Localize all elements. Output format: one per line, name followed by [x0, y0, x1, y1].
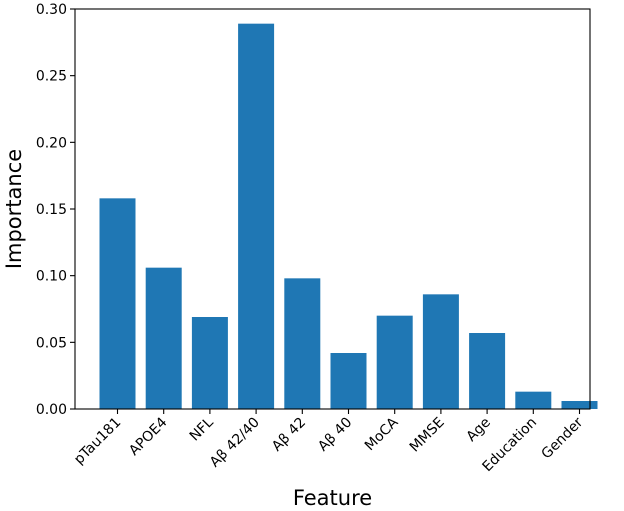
y-tick-label: 0.15 [36, 202, 67, 218]
bar-apoe4 [145, 267, 182, 409]
x-tick-label: MMSE [407, 415, 448, 456]
bar-gender [561, 401, 598, 409]
bar-nfl [191, 317, 228, 409]
y-tick-label: 0.30 [36, 2, 67, 18]
x-axis-label: Feature [293, 486, 372, 510]
x-tick-label: pTau181 [71, 415, 124, 468]
y-tick-label: 0.20 [36, 135, 67, 151]
x-tick-label: MoCA [362, 414, 402, 454]
bars-group [99, 23, 598, 410]
bar-age [469, 333, 506, 409]
bar-a-42 [284, 278, 321, 409]
bar-a-40 [330, 353, 367, 409]
y-tick-label: 0.25 [36, 69, 67, 85]
bar-education [515, 391, 552, 409]
x-tick-label: Gender [539, 414, 587, 462]
y-tick-label: 0.00 [36, 402, 67, 418]
x-tick-label: Aβ 42 [269, 415, 309, 455]
bar-mmse [422, 294, 459, 409]
x-tick-label: Aβ 40 [315, 415, 355, 455]
y-tick-label: 0.10 [36, 269, 67, 285]
y-tick-label: 0.05 [36, 335, 67, 351]
axes-frame [74, 8, 591, 410]
y-axis-label: Importance [2, 149, 26, 269]
bar-moca [376, 315, 413, 409]
x-tick-label: Aβ 42/40 [207, 415, 263, 471]
y-axis-ticks: 0.00 0.05 0.10 0.15 0.20 0.25 0.30 [36, 2, 75, 418]
bar-a-42-40 [238, 23, 275, 410]
x-tick-label: NFL [187, 414, 217, 444]
bar-ptau181 [99, 198, 136, 409]
x-tick-label: Age [463, 415, 493, 445]
x-tick-label: APOE4 [126, 414, 170, 458]
